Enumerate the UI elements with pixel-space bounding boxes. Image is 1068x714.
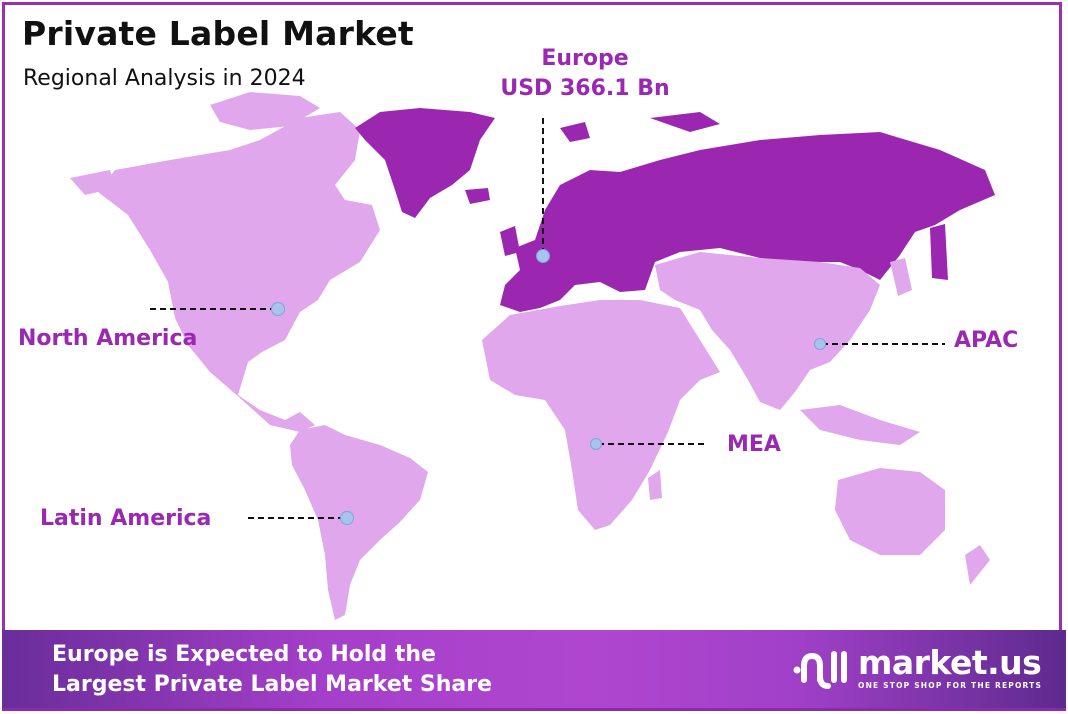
marker-north-america [271,302,285,316]
marker-apac [814,338,826,350]
label-latin-america: Latin America [40,506,212,531]
europe-callout-region: Europe [541,46,629,71]
label-north-america: North America [18,326,198,351]
region-europe [500,132,995,312]
region-greenland [355,108,495,218]
region-mea [482,300,720,530]
footer-banner [2,630,1066,708]
footer-headline: Europe is Expected to Hold the Largest P… [52,640,492,700]
marker-latin-america [340,511,354,525]
page-title: Private Label Market [22,14,414,53]
brand-logo: market.us ONE STOP SHOP FOR THE REPORTS [792,646,1042,690]
marker-europe [536,249,550,263]
region-apac [655,252,880,410]
page-subtitle: Regional Analysis in 2024 [23,66,306,91]
footer-line-2: Largest Private Label Market Share [52,672,493,697]
brand-name: market.us [858,642,1042,682]
europe-callout: Europe USD 366.1 Bn [470,44,700,104]
world-map [70,92,995,620]
label-mea: MEA [727,432,781,457]
europe-callout-value: USD 366.1 Bn [500,76,670,101]
footer-underline [2,708,1066,711]
label-apac: APAC [954,328,1019,353]
footer-line-1: Europe is Expected to Hold the [52,642,436,667]
marker-mea [590,438,602,450]
region-latin-america [290,425,428,620]
region-north-america [98,112,380,432]
brand-tagline: ONE STOP SHOP FOR THE REPORTS [858,680,1043,690]
market-us-logo-icon [793,651,847,689]
